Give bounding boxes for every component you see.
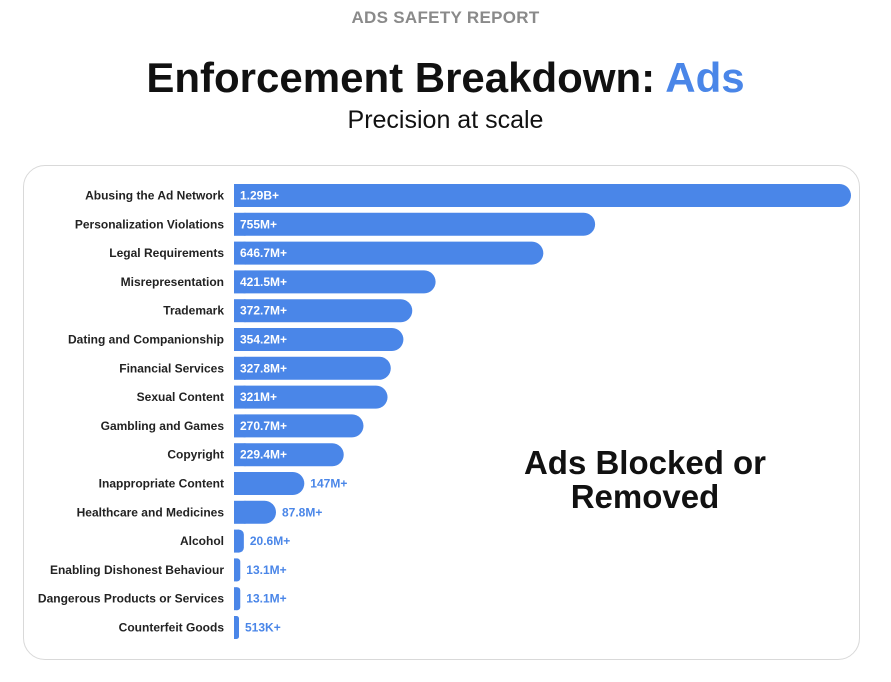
category-label: Copyright bbox=[167, 448, 224, 462]
category-label: Legal Requirements bbox=[109, 246, 224, 260]
bar-base bbox=[234, 184, 246, 207]
category-label: Financial Services bbox=[119, 361, 224, 375]
bar bbox=[234, 241, 544, 265]
bar-base bbox=[234, 241, 246, 265]
page-title: Enforcement Breakdown: Ads bbox=[0, 54, 891, 102]
report-kicker: ADS SAFETY REPORT bbox=[351, 8, 540, 27]
data-label: 321M+ bbox=[240, 390, 277, 404]
bar bbox=[234, 212, 596, 236]
bar-base bbox=[234, 558, 238, 582]
category-label: Dating and Companionship bbox=[68, 333, 224, 347]
category-label: Inappropriate Content bbox=[99, 477, 224, 491]
category-label: Trademark bbox=[163, 304, 224, 318]
bar-base bbox=[234, 414, 246, 438]
data-label: 354.2M+ bbox=[240, 333, 287, 347]
data-label: 1.29B+ bbox=[240, 189, 279, 203]
category-label: Counterfeit Goods bbox=[119, 621, 225, 635]
bar-base bbox=[234, 616, 237, 639]
data-label: 646.7M+ bbox=[240, 246, 287, 260]
bar-base bbox=[234, 587, 238, 611]
data-label: 372.7M+ bbox=[240, 304, 287, 318]
bar-base bbox=[234, 443, 246, 467]
data-label: 270.7M+ bbox=[240, 419, 287, 433]
category-label: Personalization Violations bbox=[75, 217, 224, 231]
bar-base bbox=[234, 299, 246, 323]
bar-base bbox=[234, 270, 246, 294]
title-main: Enforcement Breakdown: bbox=[146, 54, 666, 101]
data-label: 229.4M+ bbox=[240, 448, 287, 462]
bar bbox=[234, 270, 436, 294]
data-label: 421.5M+ bbox=[240, 275, 287, 289]
bar bbox=[234, 356, 391, 380]
title-accent: Ads bbox=[665, 54, 745, 101]
bar bbox=[234, 443, 344, 467]
chart-callout: Ads Blocked or Removed bbox=[490, 446, 800, 514]
bar bbox=[234, 299, 413, 323]
data-label: 513K+ bbox=[245, 621, 281, 635]
data-label: 13.1M+ bbox=[246, 592, 286, 606]
bar bbox=[234, 414, 364, 438]
category-label: Abusing the Ad Network bbox=[85, 189, 224, 203]
category-label: Healthcare and Medicines bbox=[77, 505, 225, 519]
bar-base bbox=[234, 356, 246, 380]
bar-base bbox=[234, 328, 246, 351]
bar bbox=[234, 472, 305, 495]
bar-base bbox=[234, 500, 246, 524]
page-subtitle: Precision at scale bbox=[347, 106, 544, 134]
callout-line-2: Removed bbox=[570, 478, 720, 515]
data-label: 13.1M+ bbox=[246, 563, 286, 577]
data-label: 147M+ bbox=[310, 477, 347, 491]
bar bbox=[234, 385, 388, 409]
category-label: Misrepresentation bbox=[121, 275, 224, 289]
category-label: Dangerous Products or Services bbox=[38, 592, 224, 606]
callout-line-1: Ads Blocked or bbox=[523, 444, 767, 481]
category-label: Alcohol bbox=[180, 534, 224, 548]
bar-base bbox=[234, 385, 246, 409]
bar-base bbox=[234, 472, 246, 495]
category-label: Sexual Content bbox=[137, 390, 224, 404]
data-label: 755M+ bbox=[240, 217, 277, 231]
bar-base bbox=[234, 529, 239, 553]
data-label: 327.8M+ bbox=[240, 361, 287, 375]
data-label: 20.6M+ bbox=[250, 534, 290, 548]
bar bbox=[234, 184, 851, 207]
data-label: 87.8M+ bbox=[282, 505, 322, 519]
category-label: Gambling and Games bbox=[101, 419, 225, 433]
category-label: Enabling Dishonest Behaviour bbox=[50, 563, 224, 577]
bar-base bbox=[234, 212, 246, 236]
bar bbox=[234, 328, 404, 351]
